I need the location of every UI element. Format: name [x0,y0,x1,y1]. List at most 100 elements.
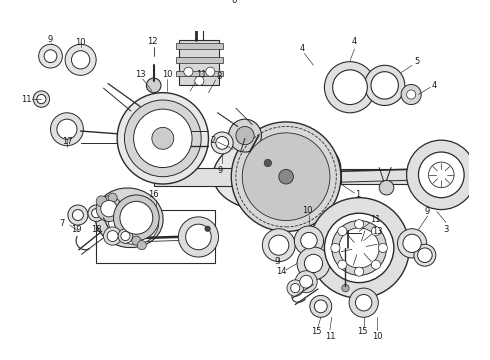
Circle shape [228,119,262,152]
Circle shape [178,217,219,257]
Text: 11: 11 [370,215,381,224]
Circle shape [397,229,427,258]
Circle shape [72,51,90,69]
Text: 15: 15 [357,327,367,336]
Text: 10: 10 [75,38,86,47]
Circle shape [338,260,347,269]
Bar [341,170,414,184]
Text: 9: 9 [274,257,280,266]
Circle shape [417,248,432,262]
Circle shape [118,229,133,243]
Circle shape [407,140,476,210]
Text: 18: 18 [91,225,101,234]
Circle shape [418,152,464,198]
Text: 9: 9 [48,35,53,44]
Bar [175,71,223,76]
Text: 11: 11 [22,95,32,104]
Circle shape [92,209,101,218]
Circle shape [338,226,347,236]
Text: 8: 8 [217,72,222,81]
Circle shape [121,231,130,240]
Circle shape [342,284,349,292]
Circle shape [211,132,233,154]
Circle shape [101,201,117,217]
Circle shape [403,234,421,252]
Text: 10: 10 [372,332,383,341]
Circle shape [324,62,375,113]
Text: 15: 15 [311,327,321,336]
Circle shape [132,236,141,245]
Circle shape [195,76,204,85]
Circle shape [287,280,303,296]
Circle shape [184,67,193,76]
Circle shape [401,85,421,104]
Text: 19: 19 [71,225,81,234]
Circle shape [309,198,409,298]
Circle shape [291,284,300,293]
Circle shape [414,244,436,266]
Circle shape [205,226,210,231]
Circle shape [331,243,340,252]
Bar [175,57,223,63]
Circle shape [96,196,107,207]
Text: 11: 11 [325,332,335,341]
Bar [179,40,220,85]
Text: 4: 4 [352,37,357,46]
Ellipse shape [213,133,341,211]
Circle shape [216,136,228,149]
Circle shape [269,235,289,255]
Text: 1: 1 [355,190,360,199]
Text: 9: 9 [425,207,430,216]
Text: 17: 17 [62,138,72,147]
Text: 16: 16 [148,190,159,199]
Text: 13: 13 [135,70,146,79]
Circle shape [134,109,192,167]
Circle shape [315,300,327,313]
Circle shape [242,133,330,221]
Text: 11: 11 [196,70,206,79]
Circle shape [378,243,388,252]
Circle shape [137,240,147,250]
Circle shape [429,162,454,188]
Circle shape [310,296,332,317]
Circle shape [264,159,271,167]
Text: 4: 4 [431,81,437,90]
Circle shape [50,113,83,146]
Text: 10: 10 [162,70,172,79]
Circle shape [324,213,394,283]
Circle shape [152,127,174,149]
Circle shape [297,247,330,280]
Circle shape [114,195,159,240]
Circle shape [236,126,254,145]
Circle shape [355,294,372,311]
Ellipse shape [109,201,159,244]
Circle shape [371,72,398,99]
Circle shape [117,93,208,184]
Circle shape [120,201,153,234]
Circle shape [379,180,394,195]
Text: 10: 10 [302,206,312,215]
Circle shape [96,196,122,221]
Text: 3: 3 [443,225,448,234]
Text: 12: 12 [147,37,157,46]
Circle shape [143,118,183,158]
Circle shape [294,226,323,255]
Bar [96,211,215,264]
Circle shape [103,227,122,245]
Circle shape [279,170,294,184]
Text: 5: 5 [414,57,419,66]
Circle shape [108,193,117,202]
Text: 14: 14 [276,267,287,276]
Circle shape [39,44,62,68]
Circle shape [301,233,317,249]
Circle shape [44,50,57,63]
Circle shape [343,221,354,233]
Circle shape [68,205,88,225]
Circle shape [365,65,405,105]
Circle shape [355,267,364,276]
Circle shape [37,95,46,104]
Text: 4: 4 [300,44,305,53]
Circle shape [186,224,211,250]
Circle shape [349,288,378,317]
Circle shape [333,70,368,104]
